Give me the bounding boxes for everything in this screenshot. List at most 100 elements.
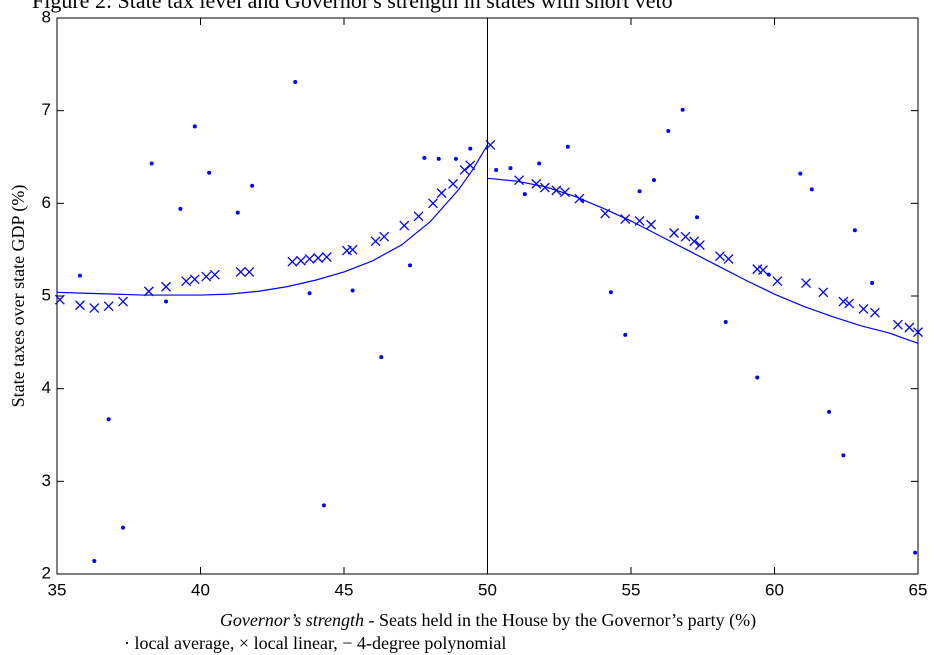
local-average-point: [508, 166, 513, 171]
local-linear-point: [244, 266, 255, 277]
local-linear-point: [201, 271, 212, 282]
local-average-point: [680, 107, 685, 112]
y-tick-label: 5: [42, 285, 51, 304]
local-average-point: [379, 355, 384, 360]
x-tick-label: 50: [478, 580, 497, 599]
local-average-point: [913, 550, 918, 555]
local-linear-point: [181, 276, 192, 287]
local-average-point: [637, 189, 642, 194]
local-average-point: [235, 210, 240, 215]
local-average-point: [408, 263, 413, 268]
local-linear-point: [75, 300, 85, 311]
local-linear-point: [680, 231, 691, 242]
y-axis-label: State taxes over state GDP (%): [8, 185, 29, 408]
note: · local average, × local linear, − 4-deg…: [124, 633, 506, 653]
local-linear-point: [209, 269, 220, 280]
local-average-point: [207, 170, 212, 175]
x-tick-label: 35: [48, 580, 67, 599]
local-linear-point: [161, 281, 172, 292]
local-linear-point: [539, 182, 550, 193]
local-average-point: [852, 228, 857, 233]
local-linear-point: [413, 211, 424, 222]
local-average-point: [651, 178, 656, 183]
local-average-point: [250, 183, 255, 188]
local-average-point: [565, 144, 570, 149]
local-linear-point: [304, 253, 315, 264]
local-average-point: [307, 291, 312, 296]
local-linear-point: [715, 251, 725, 262]
local-linear-point: [118, 296, 128, 307]
local-linear-point: [844, 298, 855, 309]
y-tick-label: 3: [42, 471, 51, 490]
chart-title: Figure 2: State tax level and Governor's…: [32, 0, 673, 13]
local-average-point: [164, 299, 169, 304]
local-average-point: [494, 167, 499, 172]
local-average-point: [468, 146, 473, 151]
y-tick-label: 8: [42, 7, 51, 26]
local-average-point: [870, 281, 875, 286]
local-linear-point: [723, 253, 734, 264]
local-linear-point: [89, 303, 100, 314]
local-linear-point: [560, 187, 570, 198]
local-linear-point: [448, 178, 459, 189]
local-linear-point: [379, 231, 390, 242]
x-axis-label-rest: - Seats held in the House by the Governo…: [364, 610, 756, 631]
local-average-point: [723, 319, 728, 324]
local-linear-point: [347, 244, 358, 255]
local-average-point: [537, 161, 542, 166]
x-tick-label: 55: [622, 580, 641, 599]
local-linear-point: [459, 165, 470, 175]
local-linear-point: [514, 175, 525, 186]
x-axis-label-emphasis: Governor’s strength: [220, 610, 364, 630]
x-axis-label: Governor’s strength - Seats held in the …: [220, 610, 756, 631]
local-linear-point: [869, 307, 880, 318]
local-linear-point: [689, 236, 700, 247]
local-linear-point: [646, 219, 657, 230]
local-linear-point: [838, 296, 849, 307]
local-average-point: [77, 273, 82, 278]
local-average-point: [178, 206, 183, 211]
local-linear-point: [436, 188, 447, 199]
local-average-point: [121, 525, 126, 530]
local-average-point: [321, 503, 326, 508]
x-tick-label: 45: [335, 580, 354, 599]
local-linear-point: [531, 178, 542, 189]
local-average-point: [522, 192, 527, 197]
local-average-point: [798, 171, 803, 176]
local-average-point: [827, 409, 832, 414]
local-linear-point: [485, 139, 496, 150]
local-average-point: [422, 155, 427, 160]
y-tick-label: 6: [42, 193, 51, 212]
local-linear-point: [143, 286, 154, 297]
local-linear-point: [321, 252, 332, 263]
local-linear-point: [54, 294, 65, 305]
local-linear-point: [758, 265, 768, 276]
local-linear-point: [295, 255, 306, 266]
local-linear-point: [669, 228, 680, 238]
local-linear-point: [801, 278, 812, 288]
local-linear-point: [399, 220, 410, 231]
polynomial-fit: [487, 177, 919, 344]
local-linear-point: [103, 301, 114, 312]
x-tick-label: 40: [191, 580, 210, 599]
local-average-point: [436, 156, 441, 161]
local-linear-point: [858, 304, 869, 314]
x-tick-label: 65: [909, 580, 928, 599]
y-tick-label: 2: [42, 563, 51, 582]
y-tick-label: 4: [42, 378, 51, 397]
local-linear-point: [913, 327, 923, 338]
local-average-point: [666, 129, 671, 134]
local-linear-point: [428, 198, 438, 209]
local-average-point: [149, 161, 154, 166]
local-average-point: [293, 79, 298, 84]
local-linear-point: [892, 319, 903, 330]
local-average-point: [350, 288, 355, 293]
local-linear-point: [772, 276, 783, 287]
local-average-point: [623, 332, 628, 337]
local-linear-point: [818, 287, 829, 298]
local-average-point: [106, 417, 111, 422]
local-average-point: [755, 375, 760, 380]
local-linear-point: [287, 256, 298, 267]
